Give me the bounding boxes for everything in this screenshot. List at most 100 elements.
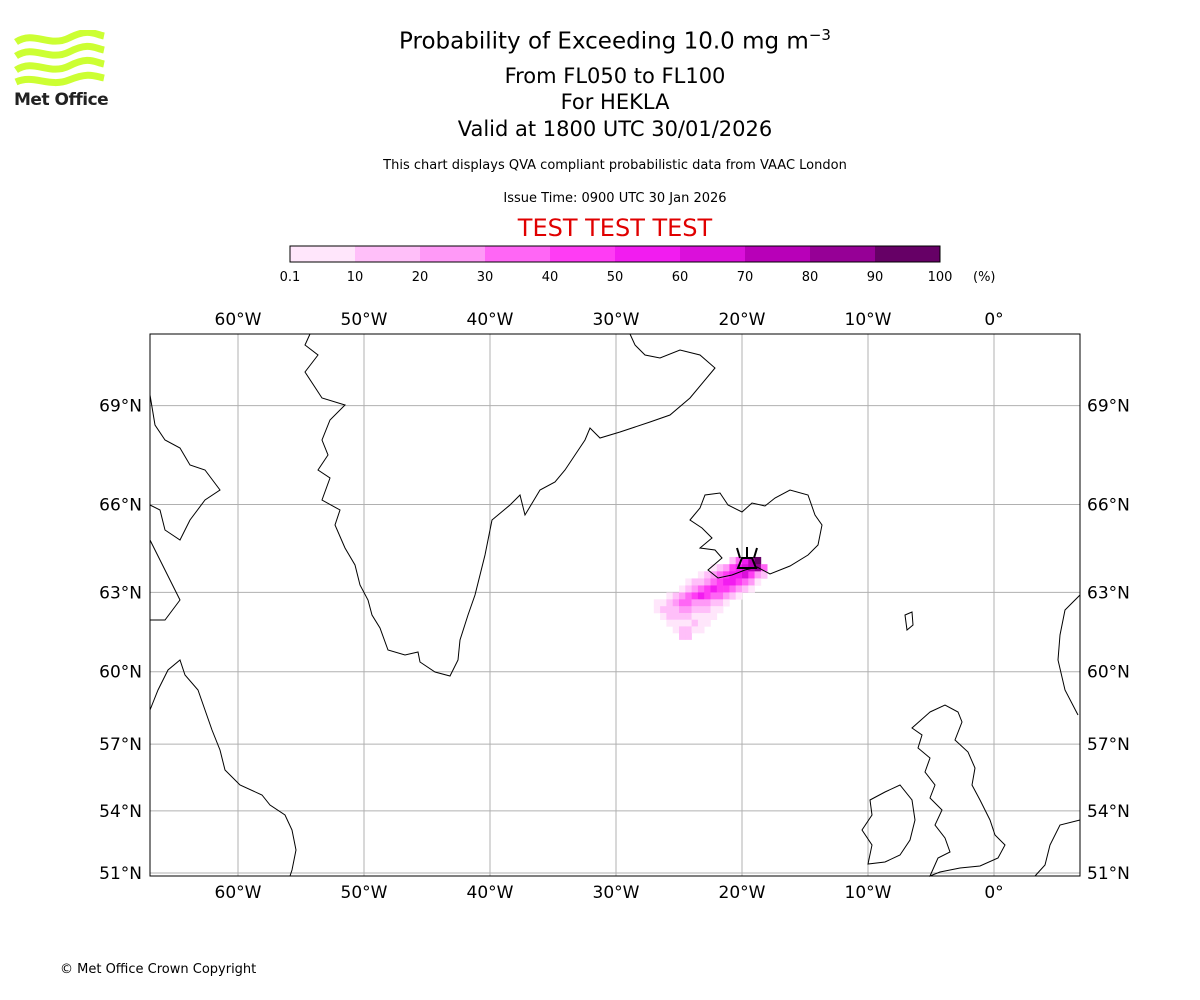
- plume-cell: [685, 626, 692, 634]
- plume-cell: [685, 606, 692, 614]
- plume-cell: [704, 592, 711, 600]
- met-office-logo: [14, 28, 106, 88]
- plume-cell: [672, 592, 680, 600]
- plume-cell: [748, 578, 755, 586]
- plume-cell: [729, 556, 736, 565]
- coast-norway: [1034, 594, 1081, 877]
- colorbar-tick-label: 10: [346, 270, 364, 285]
- colorbar-tick-label: 40: [541, 270, 559, 285]
- lon-tick-label: 60°W: [215, 883, 262, 903]
- lon-tick-label: 10°W: [845, 883, 892, 903]
- plume-cell: [710, 612, 718, 621]
- map-frame: [149, 333, 1081, 877]
- test-banner: TEST TEST TEST: [517, 214, 713, 242]
- plume-cell: [672, 606, 680, 614]
- graticule: [150, 334, 1080, 876]
- lat-tick-label: 57°N: [99, 735, 142, 755]
- lat-tick-label: 63°N: [1087, 583, 1130, 603]
- plume-cell: [697, 619, 705, 627]
- plume-cell: [697, 606, 705, 614]
- plume-cell: [754, 556, 762, 565]
- plume-cell: [660, 612, 667, 621]
- plume-cell: [704, 578, 711, 586]
- plume-cell: [704, 599, 711, 607]
- volcano-subtitle: For HEKLA: [560, 90, 670, 114]
- plume-cell: [653, 599, 661, 607]
- plume-cell: [716, 564, 724, 572]
- coast-labrador: [149, 659, 297, 877]
- plume-cell: [735, 556, 743, 565]
- plume-cell: [748, 571, 755, 579]
- plume-cell: [704, 619, 711, 627]
- plume-cell: [653, 606, 661, 614]
- plume-cell: [666, 606, 673, 614]
- plume-cell: [704, 606, 711, 614]
- plume-cell: [716, 599, 724, 607]
- colorbar-swatch: [550, 246, 615, 262]
- plume-cell: [710, 585, 718, 593]
- plume-cell: [710, 606, 718, 614]
- logo-waves-icon: [14, 28, 105, 87]
- plume-cell: [723, 571, 730, 579]
- axis-ticks: 60°W 60°W 50°W 50°W 40°W 40°W 30°W 30°W 20°W 20°W…: [99, 310, 1130, 903]
- colorbar-unit: (%): [973, 270, 996, 285]
- plume-cell: [710, 564, 718, 572]
- lon-tick-label: 20°W: [719, 883, 766, 903]
- plume-cell: [716, 578, 724, 586]
- plume-cell: [691, 599, 699, 607]
- level-subtitle: From FL050 to FL100: [504, 64, 726, 88]
- lon-tick-label: 60°W: [215, 310, 262, 330]
- plume-cell: [697, 592, 705, 600]
- plume-cell: [710, 599, 718, 607]
- plume-cell: [672, 599, 680, 607]
- plume-cell: [723, 585, 730, 593]
- plume-cell: [666, 592, 673, 600]
- coast-baffin: [149, 394, 221, 621]
- coast-greenland: [304, 333, 716, 677]
- plume-cell: [685, 585, 692, 593]
- plume-cell: [685, 633, 692, 640]
- plume-cell: [754, 571, 762, 579]
- plume-cell: [691, 585, 699, 593]
- plume-cell: [748, 585, 755, 593]
- plume-cell: [742, 585, 749, 593]
- colorbar-tick-label: 100: [927, 270, 953, 285]
- plume-cell: [729, 585, 736, 593]
- plume-cell: [723, 592, 730, 600]
- plume-cell: [666, 599, 673, 607]
- lon-tick-label: 40°W: [467, 310, 514, 330]
- plume-cell: [660, 606, 667, 614]
- plume-cell: [723, 578, 730, 586]
- colorbar-tick-label: 30: [476, 270, 494, 285]
- plume-cell: [679, 592, 686, 600]
- plume-cell: [742, 578, 749, 586]
- lat-tick-label: 54°N: [1087, 802, 1130, 822]
- plume-cell: [679, 626, 686, 634]
- coast-iceland: [689, 489, 823, 579]
- coast-great-britain: [911, 704, 1006, 877]
- colorbar-swatch: [485, 246, 550, 262]
- lon-tick-label: 0°: [984, 883, 1003, 903]
- lon-tick-label: 40°W: [467, 883, 514, 903]
- lat-tick-label: 57°N: [1087, 735, 1130, 755]
- plume-cell: [685, 619, 692, 627]
- title-text: Probability of Exceeding 10.0 mg m: [399, 28, 809, 55]
- plume-cell: [660, 599, 667, 607]
- description: This chart displays QVA compliant probab…: [383, 158, 847, 173]
- plume-cell: [723, 599, 730, 607]
- plume-cell: [691, 626, 699, 634]
- lat-tick-label: 51°N: [1087, 864, 1130, 884]
- plume-cell: [697, 585, 705, 593]
- plume-cell: [697, 599, 705, 607]
- plume-cell: [679, 633, 686, 640]
- plume-cell: [729, 564, 736, 572]
- colorbar-swatch: [420, 246, 485, 262]
- colorbar-swatch: [290, 246, 355, 262]
- plume-cell: [679, 599, 686, 607]
- copyright: © Met Office Crown Copyright: [60, 962, 257, 977]
- plume-cell: [691, 612, 699, 621]
- plume-cell: [748, 556, 755, 565]
- lat-tick-label: 69°N: [99, 397, 142, 417]
- plume-cell: [716, 592, 724, 600]
